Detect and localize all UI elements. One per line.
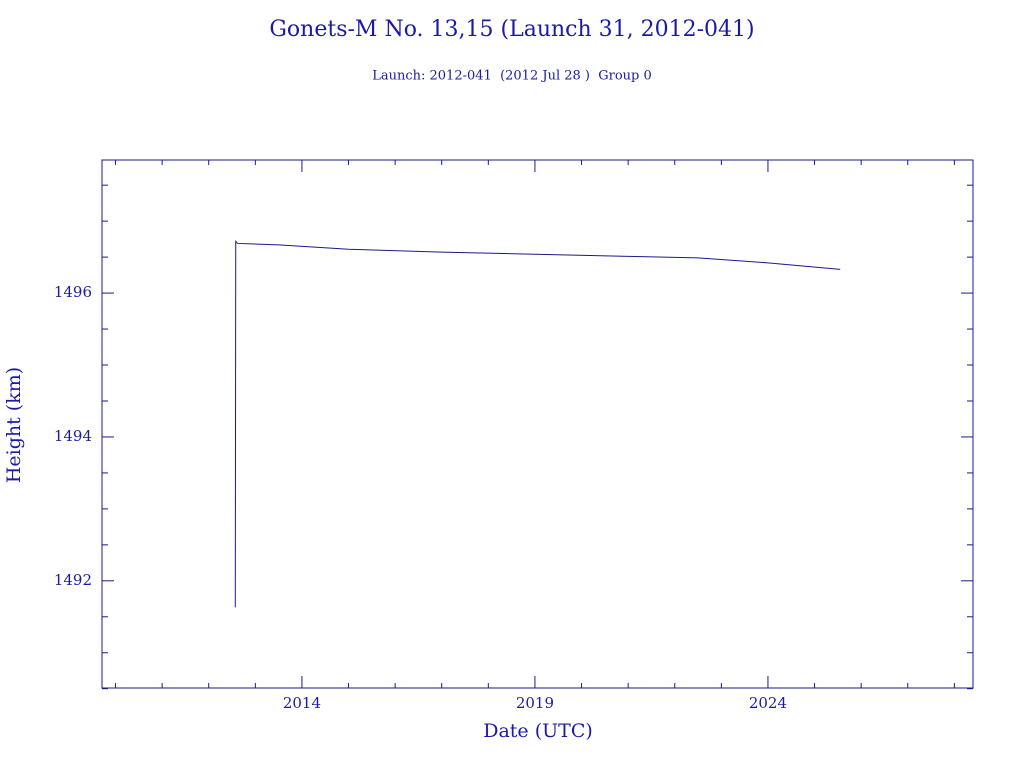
x-tick-label: 2019 bbox=[516, 694, 554, 712]
y-tick-label: 1494 bbox=[54, 427, 92, 445]
chart-title: Gonets-M No. 13,15 (Launch 31, 2012-041) bbox=[269, 17, 754, 42]
y-axis-label: Height (km) bbox=[3, 367, 25, 483]
data-line bbox=[234, 239, 841, 608]
y-tick-label: 1492 bbox=[54, 571, 92, 589]
x-axis-label: Date (UTC) bbox=[483, 720, 593, 742]
x-tick-label: 2014 bbox=[283, 694, 321, 712]
plot-frame bbox=[101, 159, 974, 689]
y-tick-label: 1496 bbox=[54, 283, 92, 301]
x-tick-label: 2024 bbox=[749, 694, 787, 712]
chart-subtitle: Launch: 2012-041 (2012 Jul 28 ) Group 0 bbox=[372, 69, 652, 84]
